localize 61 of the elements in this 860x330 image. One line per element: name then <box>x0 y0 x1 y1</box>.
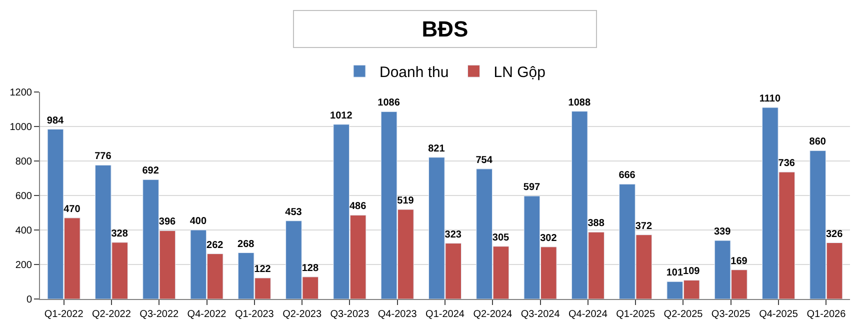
y-tick-label: 800 <box>15 156 32 168</box>
x-tick-label: Q2-2023 <box>282 309 322 320</box>
data-label: 597 <box>523 182 541 194</box>
data-label: 860 <box>809 136 826 148</box>
data-label: 400 <box>190 216 207 227</box>
x-tick-label: Q4-2022 <box>187 309 227 320</box>
chart-title: BĐS <box>422 16 468 42</box>
data-label: 453 <box>285 206 302 218</box>
x-tick-label: Q1-2022 <box>44 309 84 320</box>
data-label: 736 <box>778 158 796 170</box>
x-tick-label: Q2-2024 <box>473 309 513 320</box>
data-label: 326 <box>826 228 844 240</box>
data-label: 776 <box>94 151 112 162</box>
data-label: 339 <box>714 226 732 238</box>
data-label: 169 <box>730 256 748 267</box>
data-label: 372 <box>635 220 652 232</box>
data-label: 692 <box>142 166 160 177</box>
data-label: 101 <box>666 268 684 279</box>
data-label: 396 <box>158 216 176 228</box>
data-label: 666 <box>618 170 636 182</box>
data-label: 128 <box>302 262 319 274</box>
data-label: 268 <box>238 238 255 250</box>
data-label: 388 <box>588 218 605 230</box>
y-tick-label: 0 <box>26 294 32 306</box>
x-tick-label: Q3-2025 <box>711 309 751 320</box>
data-label: 470 <box>64 204 81 215</box>
legend-label: Doanh thu <box>380 64 449 81</box>
data-label: 328 <box>111 228 128 240</box>
x-tick-label: Q1-2023 <box>234 309 274 320</box>
x-tick-label: Q4-2023 <box>378 309 418 320</box>
data-label: 984 <box>46 115 64 126</box>
data-label: 1110 <box>759 94 781 105</box>
x-tick-label: Q2-2022 <box>92 309 132 320</box>
y-tick-label: 1000 <box>10 122 32 133</box>
x-tick-label: Q1-2025 <box>616 309 656 320</box>
y-tick-label: 1200 <box>10 88 32 98</box>
x-tick-label: Q3-2022 <box>140 309 180 320</box>
y-tick-label: 200 <box>15 260 32 271</box>
data-label: 754 <box>476 154 493 166</box>
data-label: 1012 <box>330 110 353 122</box>
data-label: 486 <box>349 201 367 212</box>
data-label: 1088 <box>568 97 591 108</box>
data-label: 262 <box>206 240 224 251</box>
data-label: 1086 <box>378 98 400 109</box>
data-label: 519 <box>397 195 414 206</box>
data-label: 109 <box>683 266 700 278</box>
x-tick-label: Q3-2023 <box>330 309 370 320</box>
data-label: 122 <box>254 264 272 275</box>
x-tick-label: Q1-2024 <box>426 309 465 320</box>
y-tick-label: 600 <box>15 191 32 202</box>
data-label: 305 <box>492 232 510 244</box>
data-label: 302 <box>540 232 558 244</box>
x-tick-label: Q4-2025 <box>759 309 798 320</box>
data-label: 821 <box>428 143 446 154</box>
x-tick-label: Q2-2025 <box>664 309 704 320</box>
x-tick-label: Q4-2024 <box>568 309 608 320</box>
x-tick-label: Q3-2024 <box>520 309 560 320</box>
y-tick-label: 400 <box>15 226 32 236</box>
legend-label: LN Gộp <box>494 64 546 81</box>
x-tick-label: Q1-2026 <box>806 309 846 320</box>
data-label: 323 <box>444 229 462 240</box>
